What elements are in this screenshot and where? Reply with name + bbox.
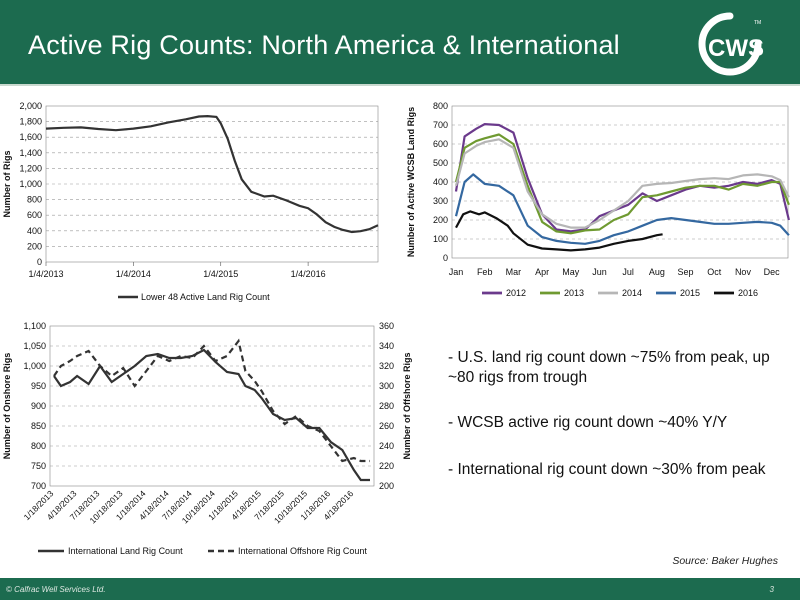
page-number: 3 [769,585,774,594]
series-line-lower48 [45,114,379,234]
page-title: Active Rig Counts: North America & Inter… [28,30,620,60]
y-right-tick-label: 300 [379,381,394,391]
y-right-tick-label: 260 [379,421,394,431]
y-tick-label: 600 [433,139,448,149]
y-tick-label: 700 [31,481,46,491]
y-tick-label: 200 [27,241,42,251]
y-tick-label: 1,600 [19,132,42,142]
y-tick-label: 1,050 [23,341,46,351]
y-right-tick-label: 280 [379,401,394,411]
source-note: Source: Baker Hughes [672,555,778,567]
y-right-tick-label: 360 [379,321,394,331]
wcsb-rig-chart: 0 100 200 300 400 500 600 700 800 Number of Activ… [406,101,790,298]
legend-label-2013: 2013 [564,288,584,298]
bullet-international: - International rig count down ~30% from… [448,461,766,478]
x-tick-label: May [562,267,580,277]
x-tick-label: 1/4/2014 [116,269,151,279]
x-tick-label: Apr [535,267,549,277]
x-tick-label: Jan [449,267,464,277]
logo-tm: TM [754,20,761,26]
series-line-land [53,348,370,482]
y-tick-label: 1,800 [19,117,42,127]
y-tick-label: 400 [433,177,448,187]
legend-label-2015: 2015 [680,288,700,298]
y-tick-label: 850 [31,421,46,431]
y-tick-label: 800 [31,441,46,451]
y-right-tick-label: 240 [379,441,394,451]
y-tick-label: 2,000 [19,101,42,111]
series-line-2014 [454,138,790,229]
legend-label-land: International Land Rig Count [68,546,183,556]
y-tick-label: 1,000 [19,179,42,189]
footer-copyright: © Calfrac Well Services Ltd. [6,585,106,594]
y-tick-label: 1,200 [19,163,42,173]
x-tick-label: Oct [707,267,722,277]
y-tick-label: 800 [27,195,42,205]
y-tick-label: 500 [433,158,448,168]
x-tick-label: Sep [678,267,694,277]
y-tick-label: 300 [433,196,448,206]
y-tick-label: 800 [433,101,448,111]
lower48-rig-chart: 0 200 400 600 800 1,000 1,200 1,400 1,600 1,800 2,… [2,101,379,302]
cws-logo: CWS TM [698,12,764,76]
y-axis-title: Number of Rigs [2,150,12,217]
legend-label-2012: 2012 [506,288,526,298]
series-line-offshore [53,338,370,463]
y-tick-label: 950 [31,381,46,391]
x-tick-label: Jun [592,267,607,277]
x-tick-label: 1/4/2015 [203,269,238,279]
y-right-tick-label: 200 [379,481,394,491]
legend-label-offshore: International Offshore Rig Count [238,546,367,556]
series-line-2016 [455,210,663,252]
series-line-2015 [454,173,790,245]
series-line-2013 [454,133,790,235]
y-tick-label: 200 [433,215,448,225]
footer-bar: © Calfrac Well Services Ltd. 3 [0,578,800,600]
x-tick-label: Feb [477,267,493,277]
y-tick-label: 0 [37,257,42,267]
y-axis-title: Number of Active WCSB Land Rigs [406,107,416,257]
x-tick-label: Aug [649,267,665,277]
header-divider [0,84,800,86]
x-tick-label: Nov [735,267,752,277]
y-right-tick-label: 320 [379,361,394,371]
header-bar: Active Rig Counts: North America & Inter… [0,0,800,84]
y-tick-label: 700 [433,120,448,130]
key-points: - U.S. land rig count down ~75% from pea… [448,348,788,480]
y-tick-label: 750 [31,461,46,471]
y-right-axis-title: Number of Offshore Rigs [402,352,412,459]
y-axis-title: Number of Onshore Rigs [2,353,12,460]
y-right-tick-label: 340 [379,341,394,351]
x-tick-label: 1/4/2013 [28,269,63,279]
x-tick-label: Mar [506,267,522,277]
x-tick-label: Jul [622,267,634,277]
y-tick-label: 400 [27,226,42,236]
y-tick-label: 600 [27,210,42,220]
y-tick-label: 100 [433,234,448,244]
y-tick-label: 1,000 [23,361,46,371]
y-tick-label: 1,100 [23,321,46,331]
legend-label-2014: 2014 [622,288,642,298]
bullet-us-land: - U.S. land rig count down ~75% from pea… [448,349,770,386]
y-tick-label: 0 [443,253,448,263]
y-tick-label: 900 [31,401,46,411]
legend-label: Lower 48 Active Land Rig Count [141,292,270,302]
series-line-2012 [454,123,790,233]
x-tick-label: 1/4/2016 [291,269,326,279]
legend-label-2016: 2016 [738,288,758,298]
bullet-wcsb: - WCSB active rig count down ~40% Y/Y [448,414,728,431]
y-right-tick-label: 220 [379,461,394,471]
y-tick-label: 1,400 [19,148,42,158]
x-tick-label: Dec [764,267,781,277]
logo-text: CWS [708,35,764,62]
international-rig-chart: 700 750 800 850 900 950 1,000 1,050 1,100 Number … [2,321,412,556]
